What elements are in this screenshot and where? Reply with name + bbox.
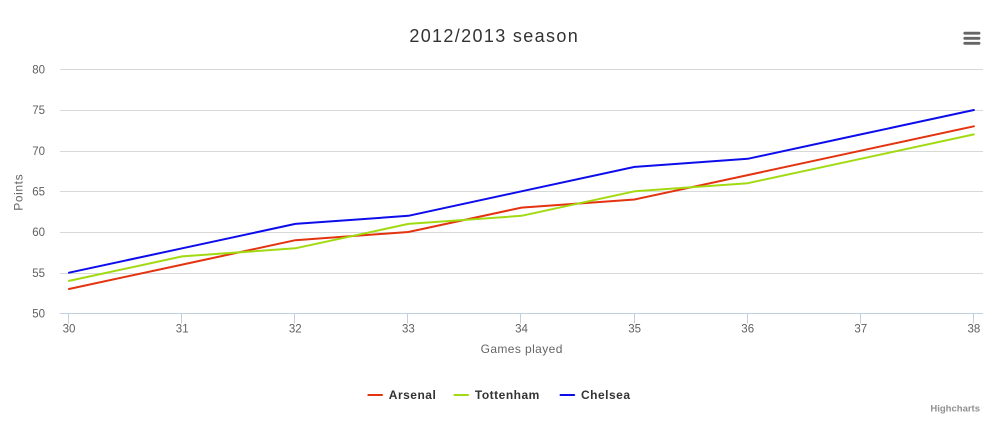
svg-text:70: 70 xyxy=(32,146,45,158)
svg-text:30: 30 xyxy=(63,323,76,335)
svg-text:37: 37 xyxy=(854,323,867,335)
svg-text:36: 36 xyxy=(741,323,754,335)
svg-text:55: 55 xyxy=(32,268,45,280)
svg-text:Arsenal: Arsenal xyxy=(389,388,437,402)
svg-text:2012/2013 season: 2012/2013 season xyxy=(409,26,579,46)
svg-text:35: 35 xyxy=(628,323,641,335)
svg-text:34: 34 xyxy=(515,323,528,335)
svg-text:33: 33 xyxy=(402,323,415,335)
svg-text:Points: Points xyxy=(12,174,26,211)
svg-text:31: 31 xyxy=(176,323,189,335)
svg-text:Games played: Games played xyxy=(481,342,563,356)
svg-text:32: 32 xyxy=(289,323,302,335)
svg-text:Tottenham: Tottenham xyxy=(475,388,540,402)
svg-text:38: 38 xyxy=(968,323,981,335)
svg-text:80: 80 xyxy=(32,65,45,77)
svg-text:60: 60 xyxy=(32,227,45,239)
svg-text:75: 75 xyxy=(32,105,45,117)
svg-text:Chelsea: Chelsea xyxy=(581,388,631,402)
svg-text:50: 50 xyxy=(32,309,45,321)
svg-text:Highcharts: Highcharts xyxy=(930,404,980,415)
svg-text:65: 65 xyxy=(32,187,45,199)
